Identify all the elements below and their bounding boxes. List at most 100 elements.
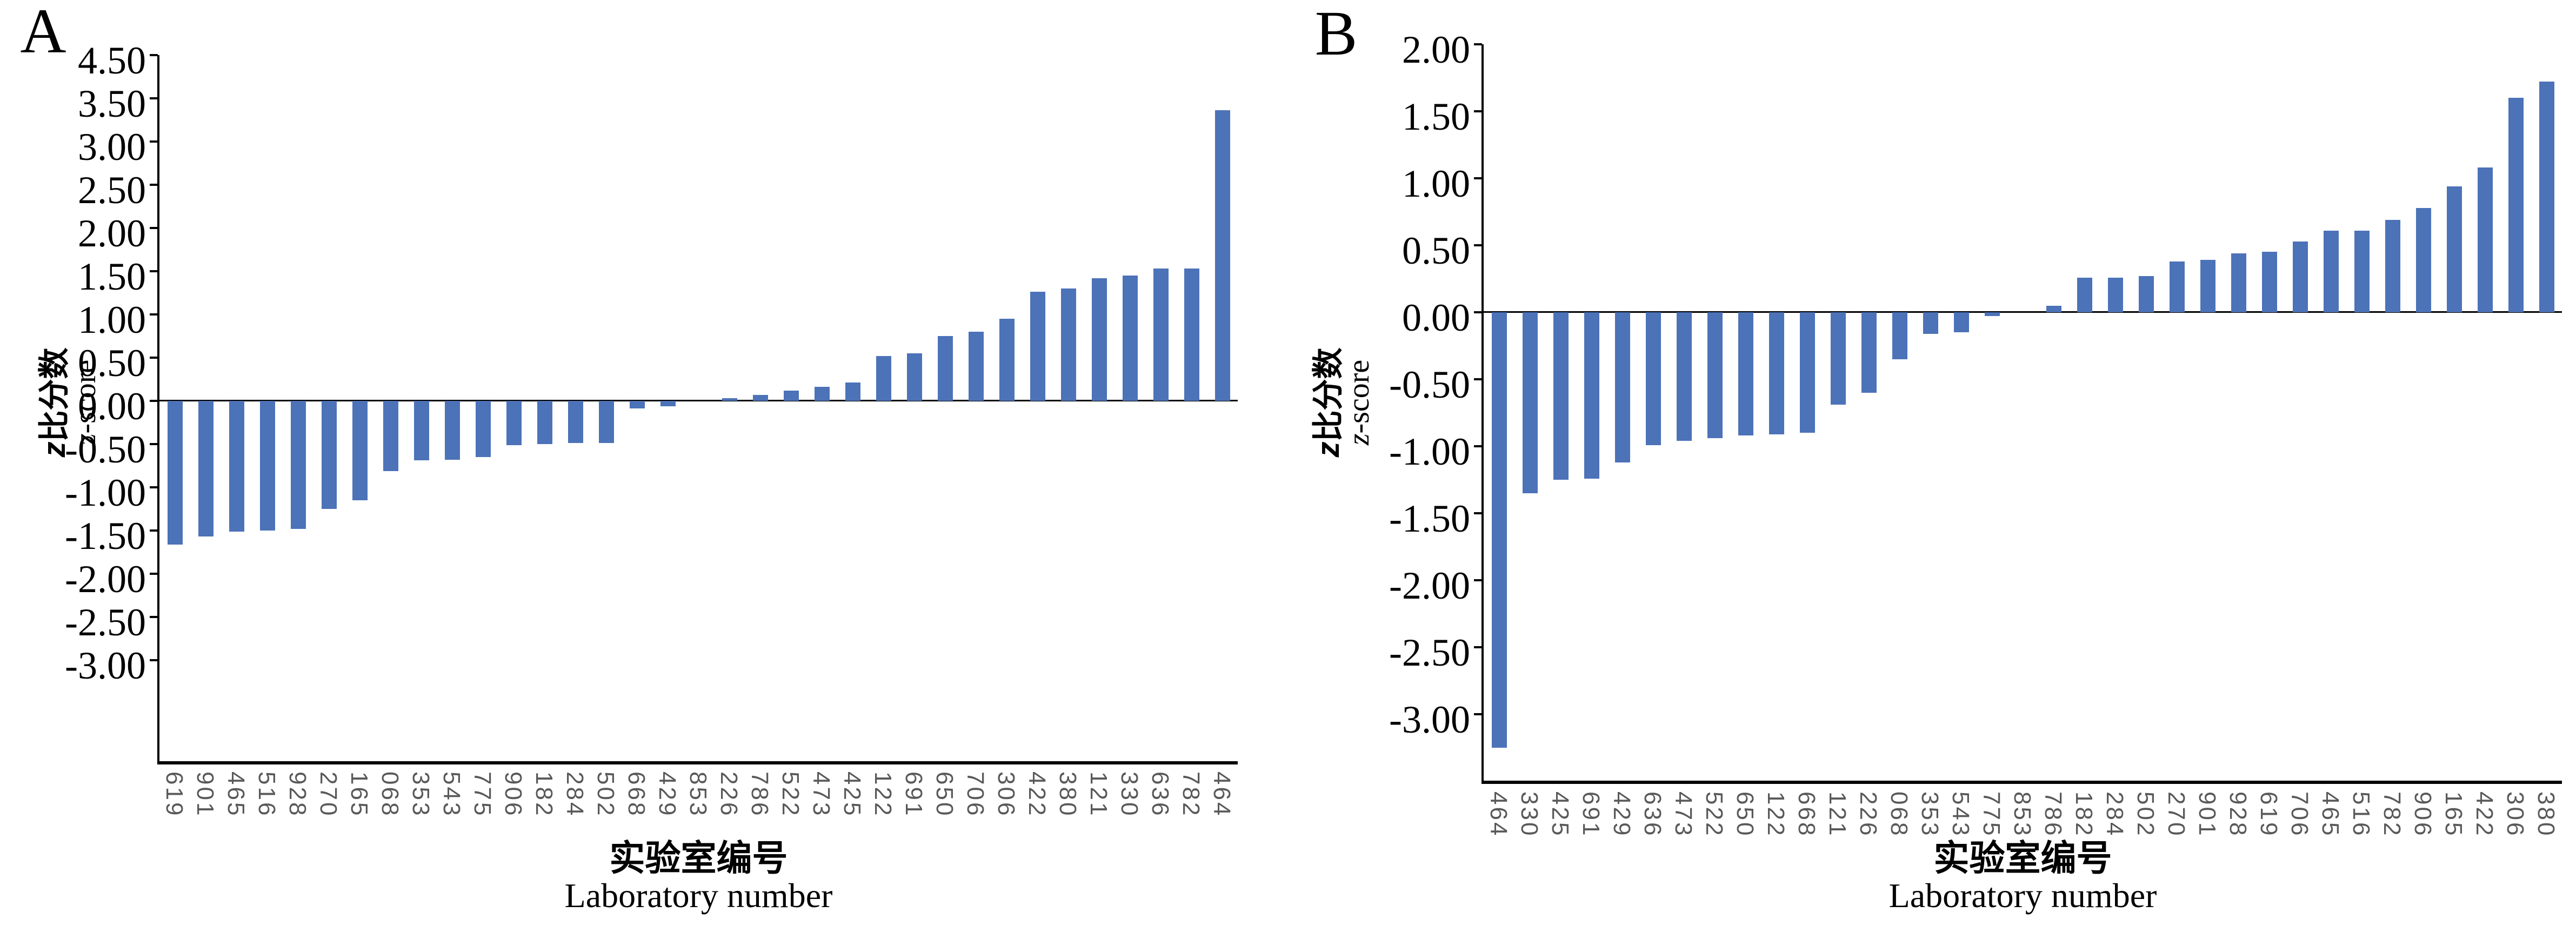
- bar: [1060, 288, 1076, 401]
- y-tick-mark: [150, 140, 158, 143]
- x-tick-label: 465: [223, 771, 250, 818]
- y-tick-label: -1.50: [65, 514, 146, 558]
- x-tick-label: 786: [746, 771, 773, 818]
- x-tick-label: 380: [1055, 771, 1082, 818]
- x-tick-label: 425: [1547, 791, 1574, 838]
- y-tick-mark: [150, 97, 158, 99]
- y-axis-line: [1481, 44, 1484, 782]
- bar: [1122, 276, 1138, 401]
- bar: [2169, 261, 2185, 312]
- y-axis-line: [157, 55, 159, 763]
- y-tick-mark: [1474, 445, 1482, 447]
- y-tick-label: 0.50: [1402, 229, 1470, 272]
- x-tick-label: 122: [870, 771, 897, 818]
- bar: [906, 353, 922, 401]
- x-tick-label: 516: [253, 771, 281, 818]
- y-axis-title-zh-prefix: z: [37, 441, 72, 458]
- x-tick-label: 906: [500, 771, 527, 818]
- bar: [1769, 312, 1784, 434]
- y-tick-label: 1.00: [78, 298, 146, 341]
- bar: [1953, 312, 1969, 333]
- x-tick-label: 901: [2194, 791, 2221, 838]
- bar: [814, 387, 830, 401]
- bar: [352, 401, 368, 500]
- x-tick-label: 425: [839, 771, 866, 818]
- x-tick-label: 928: [284, 771, 311, 818]
- y-axis-title-en-prefix: z: [1342, 433, 1376, 446]
- x-tick-label: 636: [1639, 791, 1666, 838]
- x-axis-title-zh: 实验室编号: [1933, 838, 2112, 878]
- panel-label-b: B: [1314, 0, 1358, 69]
- bar: [1614, 312, 1630, 462]
- y-tick-mark: [1474, 244, 1482, 246]
- x-tick-label: 068: [377, 771, 404, 818]
- x-tick-label: 121: [1085, 771, 1112, 818]
- y-tick-mark: [1474, 713, 1482, 715]
- x-tick-label: 650: [931, 771, 958, 818]
- bar: [999, 319, 1015, 401]
- x-tick-label: 122: [1763, 791, 1790, 838]
- bar: [598, 401, 614, 444]
- panel-label-a: A: [20, 0, 66, 66]
- y-axis-title-zh-text: 比分数: [37, 347, 72, 442]
- y-tick-label: -3.00: [65, 644, 146, 687]
- bar: [1584, 312, 1599, 479]
- x-axis-title-en: Laboratory number: [1888, 876, 2157, 915]
- y-tick-label: 1.50: [1402, 95, 1470, 138]
- y-tick-mark: [1474, 512, 1482, 514]
- bar: [660, 401, 676, 406]
- bar: [2046, 305, 2061, 312]
- bar: [629, 401, 645, 409]
- x-tick-label: 306: [993, 771, 1020, 818]
- y-tick-mark: [1474, 646, 1482, 648]
- x-tick-label: 853: [685, 771, 712, 818]
- bar: [2261, 252, 2277, 312]
- bar: [1923, 312, 1938, 334]
- y-tick-mark: [150, 573, 158, 575]
- bar: [1645, 312, 1661, 445]
- y-tick-label: -2.50: [65, 601, 146, 644]
- bar: [2446, 186, 2462, 312]
- x-tick-label: 270: [2163, 791, 2190, 838]
- y-axis-title-zh-text: 比分数: [1311, 347, 1346, 442]
- y-tick-mark: [1474, 110, 1482, 112]
- x-tick-label: 502: [2132, 791, 2159, 838]
- y-tick-mark: [150, 400, 158, 402]
- x-tick-label: 706: [2286, 791, 2313, 838]
- bar: [2385, 219, 2400, 312]
- bar: [2477, 167, 2493, 312]
- x-tick-label: 330: [1116, 771, 1143, 818]
- y-tick-label: 3.50: [78, 82, 146, 125]
- y-tick-mark: [150, 313, 158, 316]
- x-axis-bottom-line: [1481, 781, 2562, 784]
- y-tick-label: -0.50: [65, 428, 146, 471]
- x-axis-title-zh: 实验室编号: [609, 838, 788, 878]
- y-tick-label: -2.50: [1389, 631, 1470, 674]
- x-axis-bottom-line: [157, 761, 1238, 764]
- y-tick-label: -2.00: [65, 558, 146, 601]
- bar: [475, 401, 491, 457]
- y-tick-label: -1.00: [1389, 430, 1470, 473]
- x-tick-label: 775: [1978, 791, 2005, 838]
- y-axis-title-en-text: -score: [69, 359, 102, 434]
- x-tick-label: 182: [531, 771, 558, 818]
- y-tick-label: -1.00: [65, 471, 146, 514]
- bar: [537, 401, 552, 444]
- bar: [1553, 312, 1569, 480]
- x-tick-label: 543: [438, 771, 465, 818]
- y-tick-mark: [150, 529, 158, 532]
- x-tick-label: 353: [1917, 791, 1944, 838]
- x-tick-label: 270: [315, 771, 342, 818]
- y-tick-label: -3.00: [1389, 698, 1470, 741]
- bar: [2231, 253, 2246, 312]
- x-tick-label: 691: [900, 771, 927, 818]
- y-axis-title-zh-prefix: z: [1311, 441, 1346, 458]
- y-tick-label: 0.00: [78, 385, 146, 428]
- x-tick-label: 775: [469, 771, 496, 818]
- bar: [2200, 260, 2215, 312]
- y-tick-label: 2.00: [1402, 28, 1470, 71]
- x-tick-label: 786: [2040, 791, 2067, 838]
- bar: [783, 390, 799, 401]
- y-tick-label: 0.50: [78, 341, 146, 385]
- x-tick-label: 782: [2379, 791, 2406, 838]
